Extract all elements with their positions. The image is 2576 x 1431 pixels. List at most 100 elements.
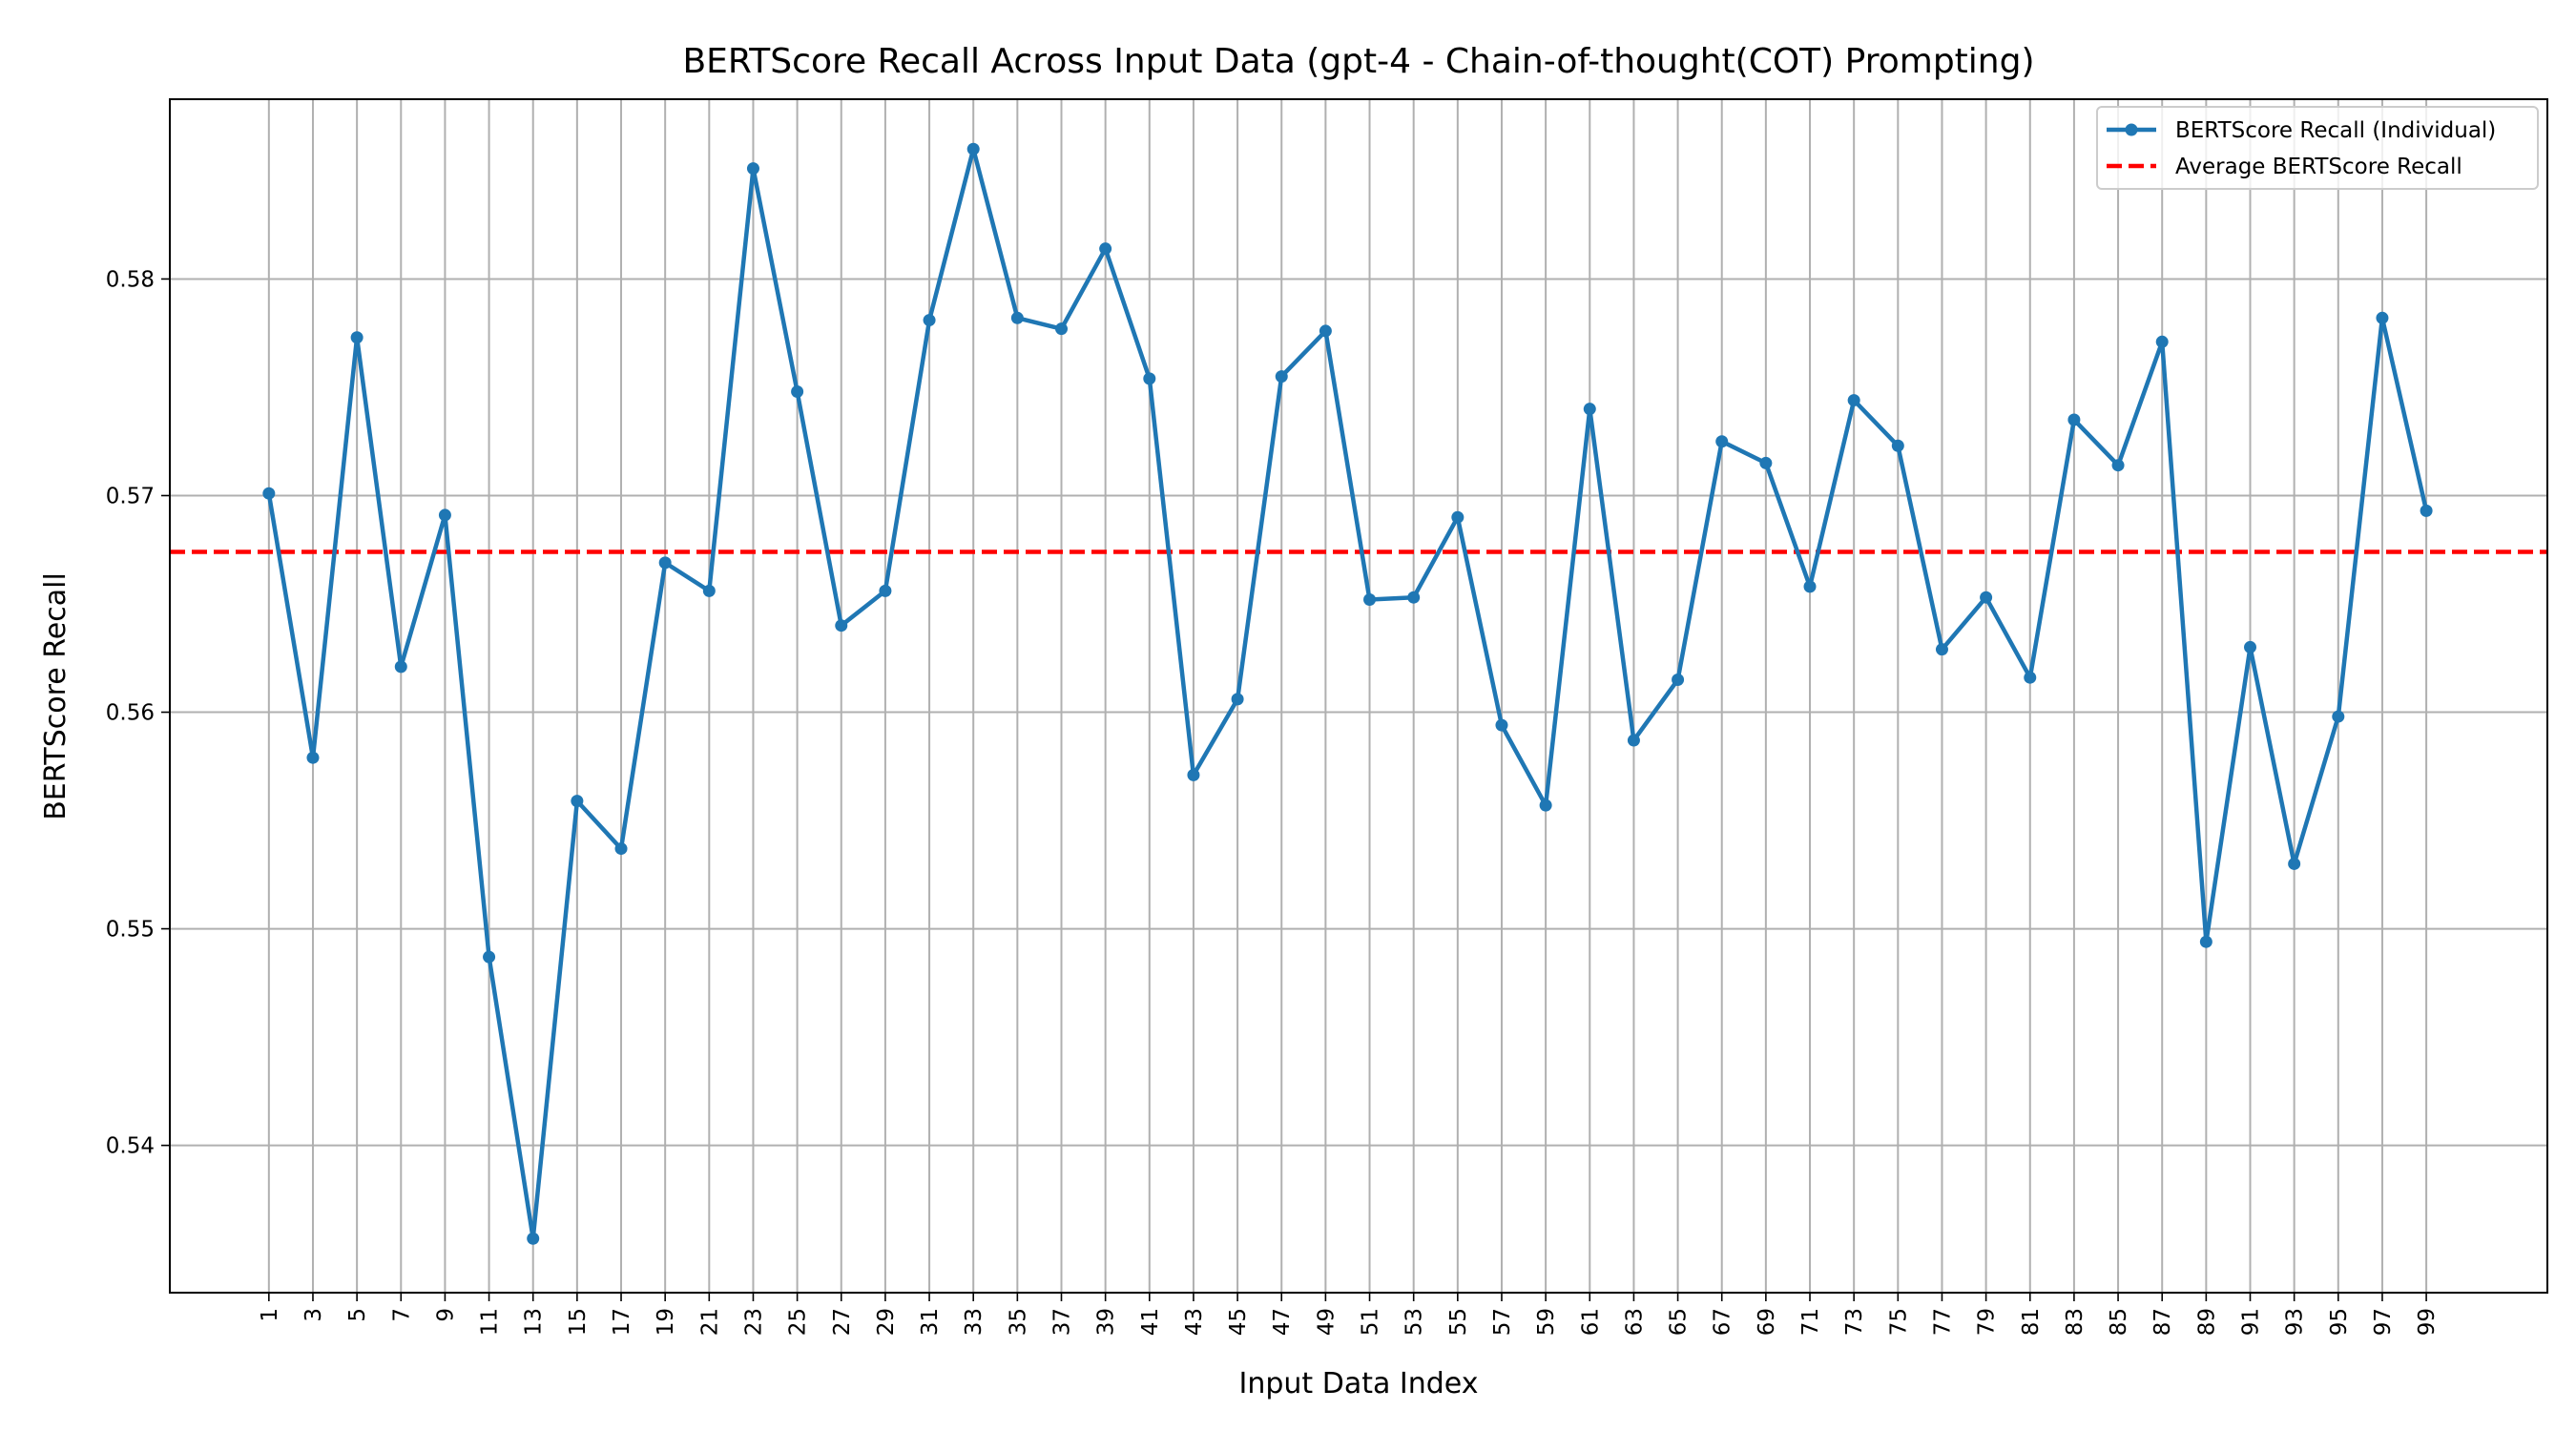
data-point: [1143, 372, 1156, 385]
x-tick-label: 89: [2194, 1308, 2219, 1336]
x-tick-label: 13: [522, 1308, 547, 1336]
data-point: [1715, 435, 1729, 448]
x-tick-label: 11: [478, 1308, 503, 1336]
data-point: [2111, 459, 2125, 472]
x-tick-label: 69: [1755, 1308, 1779, 1336]
x-tick-label: 33: [962, 1308, 987, 1336]
data-point: [350, 331, 364, 344]
x-tick-label: 47: [1270, 1308, 1295, 1336]
x-tick-label: 81: [2019, 1308, 2044, 1336]
data-point: [1891, 439, 1904, 452]
data-point: [1231, 693, 1244, 706]
x-tick-label: 35: [1006, 1308, 1030, 1336]
x-tick-label: 17: [610, 1308, 634, 1336]
legend-marker-individual: [2125, 123, 2138, 136]
data-point: [394, 660, 407, 674]
data-point: [1451, 510, 1465, 524]
data-point: [1935, 643, 1948, 656]
x-tick-label: 73: [1842, 1308, 1867, 1336]
data-point: [1010, 311, 1024, 324]
data-point: [2244, 640, 2256, 653]
data-point: [2199, 935, 2212, 948]
x-tick-label: 63: [1622, 1308, 1647, 1336]
x-tick-label: 3: [301, 1308, 326, 1322]
x-tick-label: 25: [786, 1308, 811, 1336]
data-point: [2067, 413, 2081, 426]
x-tick-label: 1: [258, 1308, 282, 1322]
x-tick-label: 45: [1226, 1308, 1251, 1336]
x-tick-label: 9: [433, 1308, 458, 1322]
data-point: [571, 795, 584, 808]
data-point: [702, 584, 716, 597]
data-point: [923, 314, 936, 327]
data-point: [1980, 591, 1993, 604]
x-tick-label: 37: [1050, 1308, 1075, 1336]
data-point: [791, 385, 804, 399]
x-tick-label: 21: [697, 1308, 722, 1336]
x-tick-label: 27: [830, 1308, 855, 1336]
data-point: [1099, 242, 1112, 256]
x-tick-label: 59: [1534, 1308, 1559, 1336]
data-point: [658, 556, 672, 570]
x-axis-ticks: 1 3 5 7 9 11 13 15 17 19 21 23 25 27 29 31 33 35 37 39 41 43 4…: [258, 1293, 2440, 1336]
x-tick-label: 95: [2327, 1308, 2352, 1336]
x-tick-label: 87: [2150, 1308, 2175, 1336]
x-tick-label: 77: [1930, 1308, 1955, 1336]
data-point: [1627, 734, 1640, 747]
data-point: [2288, 857, 2301, 870]
x-tick-label: 61: [1578, 1308, 1603, 1336]
data-point: [1495, 718, 1508, 732]
data-point: [262, 487, 276, 500]
x-tick-label: 41: [1138, 1308, 1163, 1336]
data-point: [746, 162, 759, 176]
grid-lines: [170, 99, 2547, 1293]
chart-title: BERTScore Recall Across Input Data (gpt-…: [682, 42, 2034, 81]
data-point: [2024, 671, 2037, 684]
x-tick-label: 39: [1094, 1308, 1119, 1336]
x-tick-label: 51: [1359, 1308, 1383, 1336]
x-tick-label: 97: [2371, 1308, 2396, 1336]
x-tick-label: 55: [1446, 1308, 1471, 1336]
data-point: [527, 1232, 540, 1245]
series-layer: [262, 142, 2433, 1245]
y-tick-label: 0.55: [106, 918, 155, 943]
data-point: [1275, 370, 1288, 384]
x-tick-label: 29: [874, 1308, 899, 1336]
data-point: [1759, 456, 1773, 469]
data-point: [1847, 394, 1860, 407]
data-point: [2155, 335, 2169, 348]
x-tick-label: 43: [1182, 1308, 1207, 1336]
x-tick-label: 67: [1711, 1308, 1735, 1336]
series-line-individual: [266, 146, 2429, 1241]
x-tick-label: 85: [2107, 1308, 2131, 1336]
x-tick-label: 71: [1798, 1308, 1823, 1336]
data-point: [1319, 324, 1332, 338]
x-tick-label: 99: [2415, 1308, 2440, 1336]
legend: BERTScore Recall (Individual) Average BE…: [2096, 106, 2539, 190]
x-tick-label: 79: [1975, 1308, 2000, 1336]
x-tick-label: 15: [566, 1308, 591, 1336]
x-tick-label: 65: [1667, 1308, 1692, 1336]
x-tick-label: 19: [654, 1308, 678, 1336]
data-point: [1055, 322, 1068, 336]
data-point: [2420, 504, 2433, 517]
data-point: [1672, 673, 1685, 686]
x-tick-label: 31: [918, 1308, 943, 1336]
y-tick-label: 0.56: [106, 701, 155, 726]
data-point: [306, 751, 320, 764]
x-tick-label: 5: [345, 1308, 370, 1322]
legend-label-individual: BERTScore Recall (Individual): [2175, 118, 2496, 143]
x-tick-label: 75: [1886, 1308, 1911, 1336]
data-point: [1539, 798, 1552, 812]
x-tick-label: 7: [389, 1308, 414, 1322]
y-tick-label: 0.57: [106, 484, 155, 508]
x-axis-label: Input Data Index: [1239, 1367, 1479, 1400]
data-point: [1407, 591, 1421, 604]
data-point: [483, 950, 496, 964]
x-tick-label: 53: [1402, 1308, 1427, 1336]
x-tick-label: 83: [2063, 1308, 2088, 1336]
data-point: [1363, 592, 1377, 606]
data-point: [1803, 580, 1817, 593]
